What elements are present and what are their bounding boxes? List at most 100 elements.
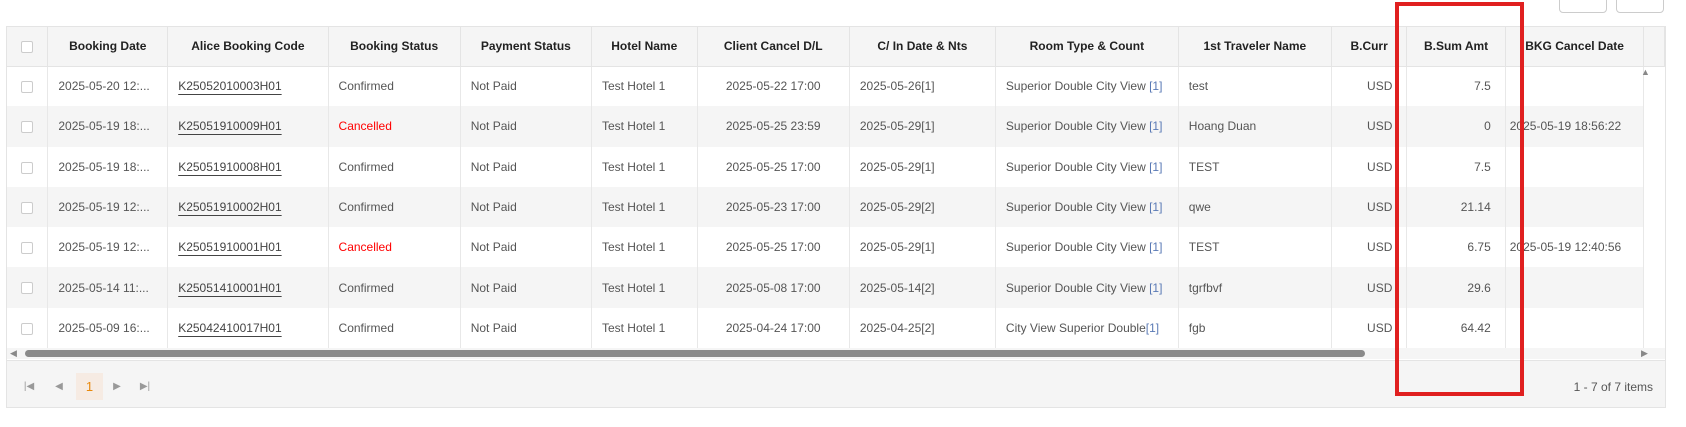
booking-currency: USD (1331, 227, 1408, 268)
hotel-name: Test Hotel 1 (591, 227, 698, 268)
row-checkbox[interactable] (21, 322, 34, 335)
scroll-left-icon[interactable]: ◀ (10, 348, 17, 358)
booking-currency: USD (1331, 146, 1408, 187)
traveler-name: tgrfbvf (1178, 267, 1332, 308)
toolbar-button-2[interactable] (1616, 0, 1664, 13)
hotel-name: Test Hotel 1 (591, 106, 698, 147)
row-select[interactable] (7, 307, 49, 349)
booking-date: 2025-05-14 11:... (47, 267, 169, 308)
column-header[interactable]: Hotel Name (591, 27, 698, 67)
row-checkbox[interactable] (21, 242, 34, 255)
room-count: [1] (1145, 320, 1160, 335)
booking-sum-amount: 64.42 (1406, 307, 1506, 349)
scroll-gutter (1643, 66, 1665, 107)
traveler-name: qwe (1178, 186, 1332, 228)
column-header[interactable]: Booking Status (328, 27, 461, 67)
booking-code-link[interactable]: K25051910008H01 (178, 159, 282, 174)
hotel-name: Test Hotel 1 (591, 307, 698, 349)
column-header[interactable]: Booking Date (47, 27, 169, 67)
room-count: [1] (1149, 119, 1163, 134)
hotel-name: Test Hotel 1 (591, 66, 698, 107)
select-all-checkbox[interactable] (21, 41, 34, 54)
row-checkbox[interactable] (21, 161, 34, 174)
row-select[interactable] (7, 267, 49, 308)
column-header[interactable]: B.Sum Amt (1406, 27, 1506, 67)
scroll-gutter (1643, 146, 1665, 187)
booking-code-cell: K25051910009H01 (167, 106, 329, 147)
column-header[interactable]: C/ In Date & Nts (849, 27, 996, 67)
booking-sum-amount: 7.5 (1406, 66, 1506, 107)
column-header[interactable]: Room Type & Count (995, 27, 1179, 67)
booking-code-link[interactable]: K25052010003H01 (178, 79, 282, 94)
traveler-name: TEST (1178, 227, 1332, 268)
booking-sum-amount: 7.5 (1406, 146, 1506, 187)
client-cancel-deadline: 2025-05-08 17:00 (697, 267, 850, 308)
table-row[interactable]: 2025-05-09 16:... K25042410017H01 Confirme… (7, 307, 1665, 349)
last-page-icon[interactable]: ▶| (139, 381, 151, 392)
room-type: Superior Double City View (1005, 119, 1150, 134)
next-page-icon[interactable]: ▶ (113, 381, 121, 392)
table-row[interactable]: 2025-05-19 18:... K25051910009H01 Cancelle… (7, 106, 1665, 147)
page-1-button[interactable]: 1 (76, 373, 103, 400)
column-header[interactable]: BKG Cancel Date (1505, 27, 1645, 67)
row-checkbox[interactable] (21, 282, 34, 295)
booking-code-link[interactable]: K25042410017H01 (178, 320, 282, 335)
row-checkbox[interactable] (21, 121, 34, 134)
scrollbar-thumb[interactable] (25, 350, 1365, 357)
room-count: [1] (1149, 200, 1163, 215)
booking-sum-amount: 21.14 (1406, 186, 1506, 228)
column-header[interactable]: 1st Traveler Name (1178, 27, 1332, 67)
pager-info: 1 - 7 of 7 items (1573, 380, 1653, 394)
booking-status: Confirmed (328, 186, 461, 228)
booking-date: 2025-05-20 12:... (47, 66, 169, 107)
booking-code-link[interactable]: K25051910002H01 (178, 200, 282, 215)
horizontal-scrollbar[interactable]: ◀ ▶ (7, 348, 1665, 359)
first-page-icon[interactable]: |◀ (23, 381, 35, 392)
room-count: [1] (1149, 79, 1163, 94)
booking-currency: USD (1331, 66, 1408, 107)
client-cancel-deadline: 2025-05-25 17:00 (697, 227, 850, 268)
payment-status: Not Paid (460, 267, 592, 308)
scroll-up-icon[interactable]: ▲ (1641, 67, 1650, 77)
payment-status: Not Paid (460, 66, 592, 107)
row-select[interactable] (7, 66, 49, 107)
table-row[interactable]: 2025-05-20 12:... K25052010003H01 Confirme… (7, 66, 1665, 107)
scroll-right-icon[interactable]: ▶ (1641, 348, 1648, 358)
row-checkbox[interactable] (21, 81, 34, 94)
scroll-gutter (1643, 186, 1665, 228)
booking-code-link[interactable]: K25051910009H01 (178, 119, 282, 134)
room-count: [1] (1149, 280, 1163, 295)
column-header[interactable]: B.Curr (1331, 27, 1408, 67)
row-select[interactable] (7, 146, 49, 187)
client-cancel-deadline: 2025-05-22 17:00 (697, 66, 850, 107)
checkin-date-nights: 2025-05-26[1] (849, 66, 996, 107)
table-row[interactable]: 2025-05-19 12:... K25051910001H01 Cancelle… (7, 227, 1665, 268)
column-header[interactable]: Alice Booking Code (167, 27, 329, 67)
toolbar-button-1[interactable] (1559, 0, 1607, 13)
column-header[interactable]: Payment Status (460, 27, 592, 67)
hotel-name: Test Hotel 1 (591, 186, 698, 228)
booking-sum-amount: 6.75 (1406, 227, 1506, 268)
booking-currency: USD (1331, 106, 1408, 147)
room-type: Superior Double City View (1005, 200, 1150, 215)
row-select[interactable] (7, 227, 49, 268)
row-checkbox[interactable] (21, 201, 34, 214)
prev-page-icon[interactable]: ◀ (55, 381, 63, 392)
booking-code-link[interactable]: K25051410001H01 (178, 280, 282, 295)
booking-code-cell: K25042410017H01 (167, 307, 329, 349)
header-select-all[interactable] (7, 27, 49, 67)
row-select[interactable] (7, 106, 49, 147)
table-row[interactable]: 2025-05-19 12:... K25051910002H01 Confirme… (7, 186, 1665, 228)
column-header[interactable]: Client Cancel D/L (697, 27, 850, 67)
row-select[interactable] (7, 186, 49, 228)
payment-status: Not Paid (460, 307, 592, 349)
booking-date: 2025-05-09 16:... (47, 307, 169, 349)
booking-code-link[interactable]: K25051910001H01 (178, 240, 282, 255)
room-type-cell: Superior Double City View [1] (995, 267, 1179, 308)
room-type-cell: Superior Double City View [1] (995, 186, 1179, 228)
table-row[interactable]: 2025-05-14 11:... K25051410001H01 Confirme… (7, 267, 1665, 308)
table-row[interactable]: 2025-05-19 18:... K25051910008H01 Confirme… (7, 146, 1665, 187)
bkg-cancel-date (1505, 146, 1645, 187)
booking-code-cell: K25051910001H01 (167, 227, 329, 268)
checkin-date-nights: 2025-05-29[1] (849, 146, 996, 187)
